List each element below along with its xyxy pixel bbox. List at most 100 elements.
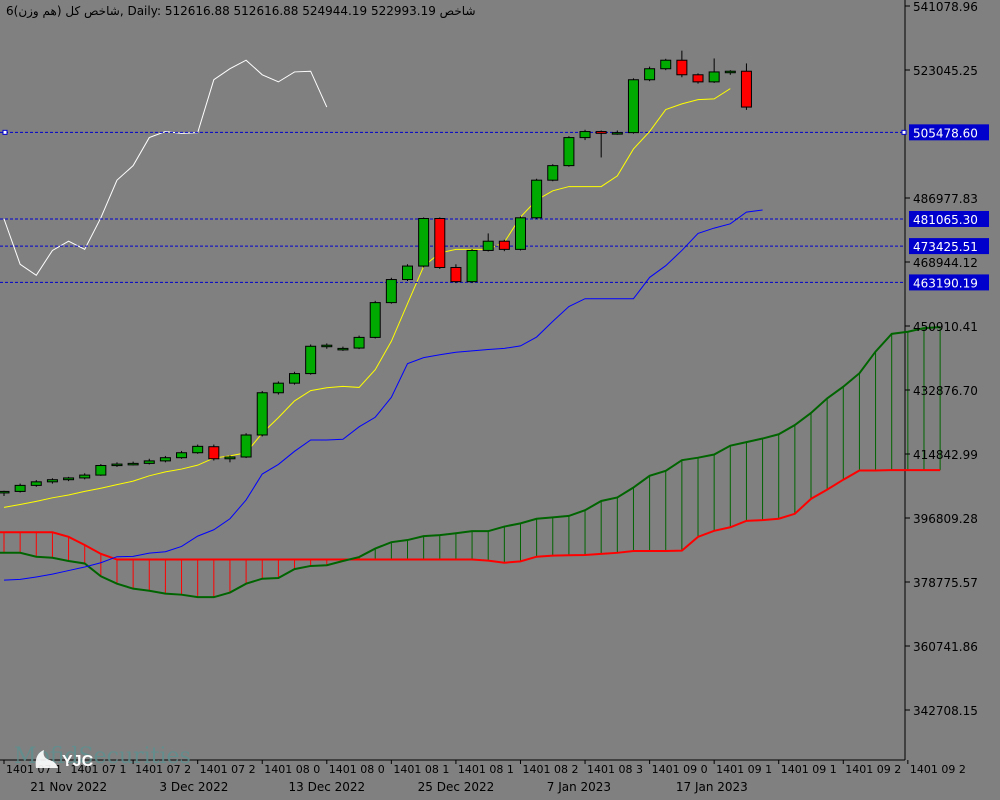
chart-title: 6(هم وزن) شاخص کل, Daily: 512616.88 5126… [6, 4, 476, 18]
candle-body [514, 217, 526, 250]
candle-body [143, 460, 155, 464]
candle-body [337, 347, 349, 351]
candle-body [224, 456, 236, 460]
jalali-date-label: 1401 09 0 [652, 763, 708, 776]
candle-body [159, 457, 171, 462]
candle-body [14, 484, 26, 492]
yjc-logo: YJC [32, 744, 104, 772]
candle-body [676, 59, 688, 76]
candle-body [321, 344, 333, 348]
level-handle [901, 129, 907, 135]
candle-body [46, 479, 58, 483]
candle-body [30, 481, 42, 486]
level-price-label: 463190.19 [913, 276, 978, 290]
candle-body [305, 345, 317, 375]
level-price-tag [909, 210, 989, 227]
date-label: 17 Jan 2023 [676, 780, 748, 794]
candle-body [708, 71, 720, 83]
price-tick-label: 414842.99 [913, 448, 978, 462]
jalali-date-label: 1401 08 2 [522, 763, 578, 776]
level-handle [2, 129, 8, 135]
candle-body [563, 137, 575, 167]
price-tick-label: 396809.28 [913, 512, 978, 526]
level-price-tag [909, 124, 989, 141]
kijun-sen-line [3, 209, 763, 581]
candle-body [192, 445, 204, 454]
candle-body [208, 446, 220, 460]
price-tick-label: 523045.25 [913, 64, 978, 78]
price-tick-label: 432876.70 [913, 384, 978, 398]
candle-body [692, 74, 704, 83]
symbol-name: 6(هم وزن) شاخص کل [6, 4, 120, 18]
price-tick-label: 486977.83 [913, 192, 978, 206]
candle-body [0, 490, 10, 494]
candle-body [402, 265, 413, 281]
candle-body [289, 373, 301, 384]
candle-body [434, 218, 446, 268]
candle-body [240, 434, 252, 458]
candle-body [724, 70, 736, 74]
candle-body [466, 249, 478, 283]
date-label: 21 Nov 2022 [30, 780, 107, 794]
jalali-date-label: 1401 08 1 [393, 763, 449, 776]
date-label: 25 Dec 2022 [418, 780, 495, 794]
level-price-tag [909, 238, 989, 255]
jalali-date-label: 1401 09 2 [845, 763, 901, 776]
logo-text: YJC [62, 753, 94, 770]
chikou-span-line [3, 59, 328, 276]
price-tick-label: 450910.41 [913, 320, 978, 334]
jalali-date-label: 1401 08 0 [329, 763, 385, 776]
candle-body [111, 463, 123, 467]
level-price-tag [909, 274, 989, 291]
jalali-date-label: 1401 08 0 [264, 763, 320, 776]
level-price-label: 473425.51 [913, 240, 978, 254]
price-tick-label: 378775.57 [913, 576, 978, 590]
candle-body [385, 279, 397, 304]
senkou-span-b [0, 469, 941, 564]
yjc-logo-icon: YJC [35, 750, 94, 770]
candle-body [95, 465, 107, 476]
tenkan-sen-line [3, 88, 731, 508]
jalali-date-label: 1401 09 2 [910, 763, 966, 776]
price-tick-label: 468944.12 [913, 256, 978, 270]
jalali-date-label: 1401 07 2 [200, 763, 256, 776]
candle-body [418, 218, 430, 267]
date-label: 7 Jan 2023 [547, 780, 611, 794]
timeframe-label: Daily: [127, 4, 161, 18]
candle-body [369, 302, 381, 338]
candle-body [450, 266, 462, 283]
level-price-label: 481065.30 [913, 213, 978, 227]
senkou-span-a [0, 326, 941, 599]
candle-body [256, 392, 268, 436]
candle-body [579, 131, 591, 139]
date-label: 13 Dec 2022 [289, 780, 366, 794]
candle-body [176, 452, 188, 459]
jalali-date-label: 1401 07 2 [135, 763, 191, 776]
candle-body [595, 131, 607, 134]
candle-body [627, 79, 639, 134]
symbol-suffix: شاخص [439, 4, 476, 18]
candle-body [660, 59, 672, 70]
candle-body [498, 240, 510, 250]
jalali-date-label: 1401 09 1 [781, 763, 837, 776]
candle-body [547, 165, 559, 181]
candle-body [482, 240, 494, 251]
jalali-date-label: 1401 08 1 [458, 763, 514, 776]
level-price-label: 505478.60 [913, 126, 978, 140]
candle-body [63, 477, 75, 481]
date-label: 3 Dec 2022 [159, 780, 228, 794]
jalali-date-label: 1401 09 1 [716, 763, 772, 776]
candle-body [740, 70, 752, 108]
ohlc-values: 512616.88 512616.88 524944.19 522993.19 [164, 4, 436, 18]
candle-body [611, 132, 623, 135]
candle-body [272, 382, 284, 394]
candle-body [127, 462, 139, 466]
jalali-date-label: 1401 08 3 [587, 763, 643, 776]
price-tick-label: 360741.86 [913, 640, 978, 654]
candle-body [353, 336, 365, 349]
price-tick-label: 342708.15 [913, 704, 978, 718]
candle-body [79, 474, 91, 479]
candle-body [644, 68, 656, 81]
